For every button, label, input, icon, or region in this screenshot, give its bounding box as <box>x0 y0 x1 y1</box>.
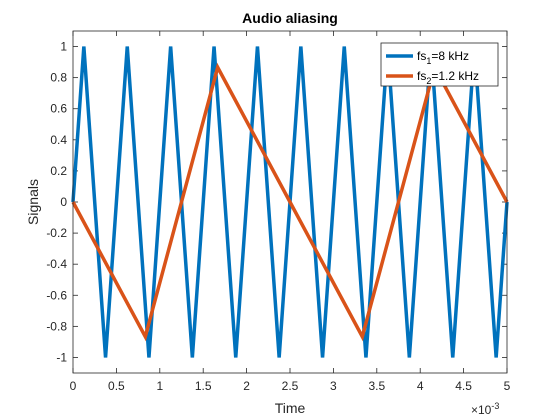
axes-box <box>72 30 508 374</box>
y-axis-label: Signals <box>25 179 41 225</box>
y-tick-label: 1 <box>60 40 67 54</box>
x-tick-labels: 0 0.5 1 1.5 2 2.5 3 3.5 4 4.5 5 <box>70 379 511 393</box>
y-tick-label: 0.8 <box>50 71 67 85</box>
x-tick-label: 5 <box>504 379 511 393</box>
chart-title: Audio aliasing <box>242 10 338 26</box>
legend-entry-fs1: fs1=8 kHz <box>417 49 469 66</box>
y-tick-label: -1 <box>56 350 67 364</box>
x-exponent-label: ×10-3 <box>471 401 499 417</box>
x-exponent-power: -3 <box>491 401 499 411</box>
x-tick-label: 2.5 <box>282 379 299 393</box>
legend: fs1=8 kHz fs2=1.2 kHz <box>380 42 499 87</box>
x-tick-label: 3 <box>330 379 337 393</box>
x-axis-label: Time <box>275 400 306 416</box>
x-tick-label: 1 <box>156 379 163 393</box>
x-tick-label: 4 <box>417 379 424 393</box>
legend-box <box>380 42 499 87</box>
y-tick-label: -0.6 <box>46 288 67 302</box>
y-tick-label: 0.4 <box>50 133 67 147</box>
x-exponent-base: ×10 <box>471 403 492 417</box>
y-tick-labels: -1 -0.8 -0.6 -0.4 -0.2 0 0.2 0.4 0.6 0.8 1 <box>46 40 67 365</box>
y-tick-label: 0 <box>60 195 67 209</box>
y-tick-label: -0.4 <box>46 257 67 271</box>
y-tick-label: 0.6 <box>50 102 67 116</box>
y-tick-label: -0.2 <box>46 226 67 240</box>
legend-entry-fs2: fs2=1.2 kHz <box>417 69 479 86</box>
y-tick-label: -0.8 <box>46 319 67 333</box>
x-tick-label: 0.5 <box>108 379 125 393</box>
y-tick-label: 0.2 <box>50 164 67 178</box>
x-tick-label: 4.5 <box>455 379 472 393</box>
x-tick-label: 1.5 <box>195 379 212 393</box>
x-tick-label: 3.5 <box>368 379 385 393</box>
x-tick-label: 2 <box>243 379 250 393</box>
x-tick-label: 0 <box>70 379 77 393</box>
